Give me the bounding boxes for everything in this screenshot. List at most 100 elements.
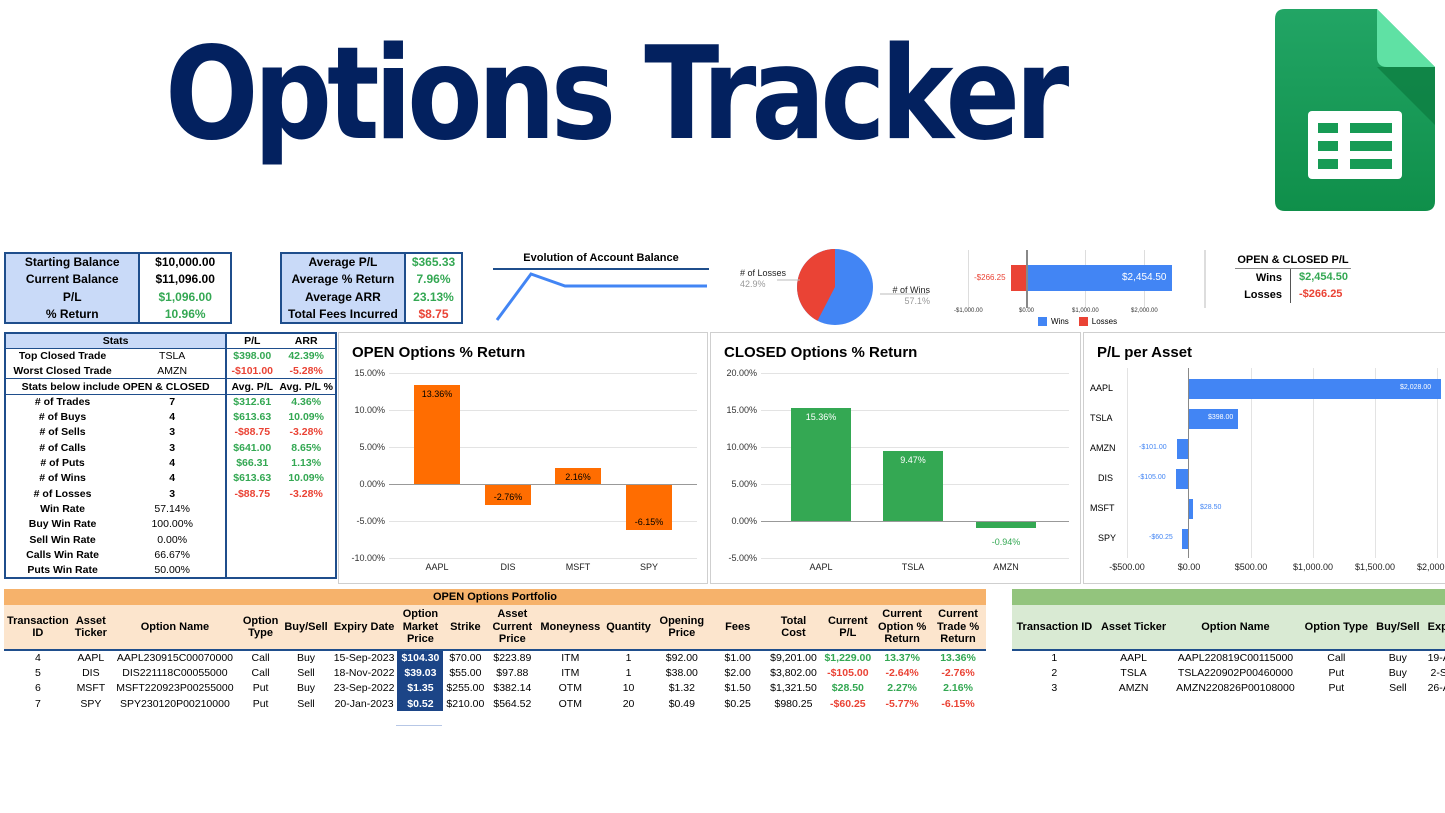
col-transaction-id[interactable]: Transaction ID	[7, 614, 69, 640]
cell[interactable]: Call	[251, 652, 270, 665]
cell[interactable]: 6	[34, 682, 41, 695]
col-buy-sell[interactable]: Buy/Sell	[1376, 620, 1420, 633]
col-asset-current-price[interactable]: Asset Current Price	[492, 608, 533, 646]
table-row[interactable]: 1 AAPL AAPL220819C00115000 Call Buy 19-Aug-20…	[1012, 650, 1445, 665]
cell[interactable]: $9,201.00	[770, 652, 817, 665]
cell[interactable]: AAPL	[77, 652, 105, 665]
col-option-name[interactable]: Option Name	[1201, 620, 1270, 633]
cell[interactable]: $1,321.50	[770, 682, 817, 695]
table-row[interactable]: 2 TSLA TSLA220902P00460000 Put Buy 2-Sep-2022…	[1012, 665, 1445, 680]
cell[interactable]: $3,802.00	[770, 666, 817, 679]
closed-portfolio-viewport[interactable]: CLOSE Transaction ID Asset Ticker Option…	[1012, 589, 1445, 696]
cell[interactable]: AAPL220819C00115000	[1177, 652, 1294, 665]
cell[interactable]: $92.00	[665, 652, 698, 665]
cell[interactable]: 2	[1051, 666, 1058, 679]
cell[interactable]: -2.64%	[885, 666, 919, 679]
cell[interactable]: -6.15%	[941, 697, 975, 710]
cell[interactable]: -$60.25	[830, 697, 866, 710]
table-row[interactable]: 4 AAPL AAPL230915C00070000 Call Buy 15-Sep-20…	[4, 650, 986, 666]
cell[interactable]: MSFT	[76, 682, 106, 695]
table-row[interactable]: 3 AMZN AMZN220826P00108000 Put Sell 26-Aug-20…	[1012, 681, 1445, 696]
cell[interactable]: TSLA220902P00460000	[1177, 666, 1293, 679]
cell[interactable]: Sell	[297, 697, 315, 710]
cell[interactable]: 2.16%	[943, 682, 973, 695]
cell[interactable]: 20	[622, 697, 635, 710]
cell[interactable]: OTM	[558, 697, 582, 710]
col-current-trade-return[interactable]: Current Trade % Return	[936, 608, 980, 646]
cell[interactable]: OTM	[558, 682, 582, 695]
cell[interactable]: $255.00	[446, 682, 485, 695]
cell[interactable]: $1.00	[724, 652, 751, 665]
cell[interactable]: 2-Sep-2022	[1430, 666, 1445, 679]
cell[interactable]: $0.49	[668, 697, 695, 710]
cell[interactable]: AMZN220826P00108000	[1176, 682, 1295, 695]
col-asset-ticker[interactable]: Asset Ticker	[1100, 620, 1167, 633]
cell[interactable]: ITM	[561, 652, 580, 665]
cell[interactable]: 10	[622, 682, 635, 695]
cell[interactable]: Put	[252, 682, 269, 695]
cell[interactable]: $210.00	[446, 697, 485, 710]
market-price-cell[interactable]: $1.35	[397, 680, 444, 696]
cell[interactable]: 23-Sep-2022	[333, 682, 395, 695]
cell[interactable]: Put	[1328, 666, 1345, 679]
col-asset-ticker[interactable]: Asset Ticker	[74, 614, 107, 640]
cell[interactable]: DIS221118C00055000	[122, 666, 228, 679]
cell[interactable]: 1	[1051, 652, 1058, 665]
cell[interactable]: SPY	[80, 697, 102, 710]
cell[interactable]: 20-Jan-2023	[334, 697, 394, 710]
cell[interactable]: 13.36%	[940, 652, 976, 665]
cell[interactable]: 1	[625, 652, 632, 665]
col-opening-price[interactable]: Opening Price	[659, 614, 705, 640]
cell[interactable]: AAPL230915C00070000	[116, 652, 233, 665]
cell[interactable]: SPY230120P00210000	[120, 697, 230, 710]
table-row[interactable]: 5 DIS DIS221118C00055000 Call Sell 18-Nov-202…	[4, 665, 986, 681]
cell[interactable]: $55.00	[449, 666, 482, 679]
col-option-name[interactable]: Option Name	[140, 620, 210, 633]
cell[interactable]: MSFT220923P00255000	[116, 682, 234, 695]
cell[interactable]: 2.27%	[887, 682, 918, 695]
cell[interactable]: 5	[34, 666, 41, 679]
cell[interactable]: 26-Aug-2022	[1427, 682, 1445, 695]
cell[interactable]: AAPL	[1120, 652, 1147, 665]
cell[interactable]: AMZN	[1118, 682, 1149, 695]
cell[interactable]: Buy	[1388, 652, 1407, 665]
cell[interactable]: Call	[1327, 652, 1346, 665]
open-return-chart[interactable]: OPEN Options % Return 15.00% 10.00% 5.00…	[338, 332, 708, 584]
table-row[interactable]: 7 SPY SPY230120P00210000 Put Sell 20-Jan-2023…	[4, 695, 986, 712]
cell[interactable]: Buy	[296, 682, 316, 695]
cell[interactable]: $0.25	[724, 697, 751, 710]
market-price-cell[interactable]: $0.52	[397, 695, 444, 712]
closed-return-chart[interactable]: CLOSED Options % Return 20.00% 15.00% 10…	[710, 332, 1081, 584]
cell[interactable]: 3	[1051, 682, 1058, 695]
cell[interactable]: -2.76%	[941, 666, 975, 679]
cell[interactable]: Buy	[1388, 666, 1407, 679]
table-row[interactable]: 6 MSFT MSFT220923P00255000 Put Buy 23-Sep-202…	[4, 680, 986, 696]
col-transaction-id[interactable]: Transaction ID	[1016, 620, 1093, 633]
col-option-market-price[interactable]: Option Market Price	[402, 608, 439, 646]
cell[interactable]: Buy	[296, 652, 316, 665]
cell[interactable]: $564.52	[493, 697, 532, 710]
col-total-cost[interactable]: Total Cost	[780, 614, 807, 640]
cell[interactable]: $223.89	[493, 652, 532, 665]
cell[interactable]: ITM	[561, 666, 580, 679]
cell[interactable]: $70.00	[449, 652, 482, 665]
cell[interactable]: Put	[1328, 682, 1345, 695]
cell[interactable]: DIS	[82, 666, 100, 679]
col-strike[interactable]: Strike	[450, 620, 481, 633]
cell[interactable]: Sell	[1389, 682, 1407, 695]
cell[interactable]: $1.50	[724, 682, 751, 695]
col-expiry-date[interactable]: Expiry Date	[1427, 620, 1445, 633]
cell[interactable]: $1,229.00	[824, 652, 872, 665]
col-fees[interactable]: Fees	[725, 620, 751, 633]
col-current-option-return[interactable]: Current Option % Return	[877, 608, 927, 646]
cell[interactable]: 18-Nov-2022	[333, 666, 395, 679]
col-expiry-date[interactable]: Expiry Date	[333, 620, 395, 633]
cell[interactable]: $1.32	[668, 682, 695, 695]
cell[interactable]: Sell	[297, 666, 315, 679]
cell[interactable]: $38.00	[665, 666, 698, 679]
cell[interactable]: -$105.00	[827, 666, 869, 679]
account-balance-chart[interactable]: Evolution of Account Balance	[493, 252, 709, 328]
col-buy-sell[interactable]: Buy/Sell	[284, 620, 328, 633]
market-price-cell[interactable]: $104.30	[397, 650, 444, 666]
cell[interactable]: TSLA	[1120, 666, 1147, 679]
